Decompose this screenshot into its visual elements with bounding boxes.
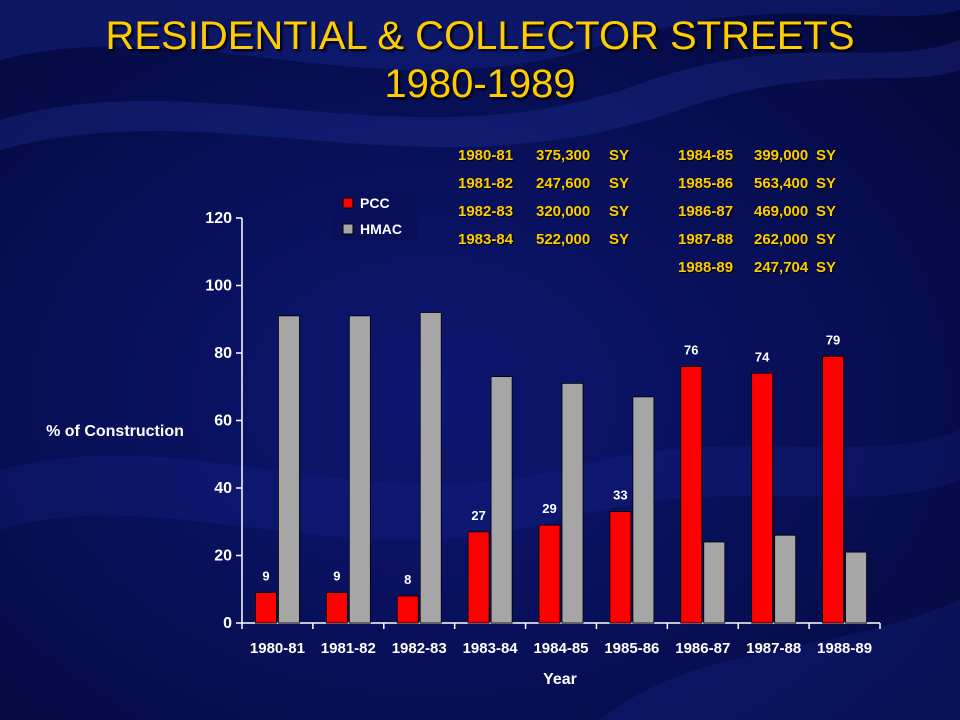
sy-amount: 469,000 <box>754 203 809 220</box>
sy-unit: SY <box>816 259 837 276</box>
data-label-pcc: 76 <box>684 343 698 358</box>
y-tick-label: 100 <box>205 278 232 295</box>
sy-amount: 247,704 <box>754 259 809 276</box>
legend-label-hmac: HMAC <box>360 221 402 237</box>
bar-hmac <box>348 315 371 624</box>
bar-hmac <box>774 534 797 624</box>
title-line-2: 1980-1989 <box>384 62 576 106</box>
y-tick-label: 80 <box>214 345 232 362</box>
sy-unit: SY <box>609 175 630 192</box>
bar-pcc <box>609 511 632 624</box>
x-tick-label: 1983-84 <box>463 640 519 657</box>
sy-unit: SY <box>609 231 630 248</box>
sy-year: 1984-85 <box>678 147 734 164</box>
data-label-pcc: 79 <box>826 332 840 347</box>
sy-year: 1987-88 <box>678 231 734 248</box>
x-tick-label: 1980-81 <box>250 640 305 657</box>
bar-pcc <box>467 531 490 624</box>
bar-pcc <box>396 595 419 624</box>
bar-pcc <box>255 592 277 624</box>
bar-hmac <box>632 396 655 624</box>
legend-swatch-pcc <box>342 197 354 209</box>
sy-year: 1988-89 <box>678 259 734 276</box>
sy-year: 1981-82 <box>458 175 514 192</box>
y-tick-label: 120 <box>205 210 232 227</box>
sy-year: 1985-86 <box>678 175 734 192</box>
title-line-1: RESIDENTIAL & COLLECTOR STREETS <box>105 14 855 58</box>
x-tick-label: 1982-83 <box>392 640 447 657</box>
x-tick-label: 1988-89 <box>817 640 872 657</box>
sy-unit: SY <box>816 203 837 220</box>
legend-label-pcc: PCC <box>360 195 390 211</box>
bar-hmac <box>561 382 584 624</box>
y-tick-label: 20 <box>214 548 232 565</box>
bar-hmac <box>278 315 300 624</box>
data-label-pcc: 8 <box>404 572 411 587</box>
bar-pcc <box>822 355 844 624</box>
sy-year: 1982-83 <box>458 203 514 220</box>
bar-hmac <box>490 376 513 624</box>
y-tick-label: 60 <box>214 413 232 430</box>
y-tick-label: 0 <box>223 615 232 632</box>
sy-amount: 262,000 <box>754 231 809 248</box>
data-label-pcc: 29 <box>542 501 556 516</box>
y-tick-label: 40 <box>214 480 232 497</box>
x-tick-label: 1986-87 <box>675 640 730 657</box>
data-label-pcc: 9 <box>333 569 340 584</box>
bar-pcc <box>325 592 348 624</box>
bar-hmac <box>419 312 442 624</box>
data-label-pcc: 27 <box>471 508 485 523</box>
sy-unit: SY <box>609 147 630 164</box>
sy-unit: SY <box>816 175 837 192</box>
sy-year: 1980-81 <box>458 147 514 164</box>
x-tick-label: 1987-88 <box>746 640 801 657</box>
sy-unit: SY <box>609 203 630 220</box>
bar-pcc <box>680 366 703 624</box>
x-axis-label: Year <box>543 671 577 688</box>
legend-swatch-hmac <box>342 223 354 235</box>
data-label-pcc: 9 <box>262 569 269 584</box>
sy-amount: 375,300 <box>536 147 591 164</box>
sy-amount: 247,600 <box>536 175 591 192</box>
sy-unit: SY <box>816 231 837 248</box>
sy-year: 1983-84 <box>458 231 514 248</box>
data-label-pcc: 33 <box>613 488 627 503</box>
sy-unit: SY <box>816 147 837 164</box>
bar-pcc <box>538 524 561 624</box>
x-tick-label: 1985-86 <box>604 640 659 657</box>
bar-hmac <box>703 541 726 624</box>
y-axis-label: % of Construction <box>46 423 184 440</box>
sy-year: 1986-87 <box>678 203 734 220</box>
sy-amount: 522,000 <box>536 231 591 248</box>
sy-amount: 399,000 <box>754 147 809 164</box>
x-tick-label: 1984-85 <box>533 640 588 657</box>
bar-pcc <box>751 372 774 624</box>
data-label-pcc: 74 <box>755 349 770 364</box>
sy-amount: 563,400 <box>754 175 809 192</box>
bar-hmac <box>845 551 867 624</box>
x-tick-label: 1981-82 <box>321 640 376 657</box>
sy-amount: 320,000 <box>536 203 591 220</box>
